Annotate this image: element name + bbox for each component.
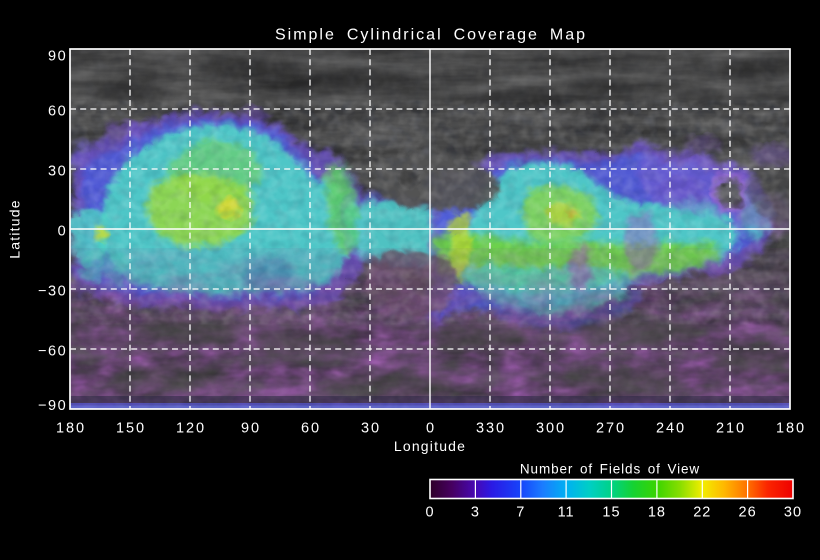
svg-text:7: 7 [516, 505, 525, 521]
svg-text:180: 180 [56, 421, 86, 437]
svg-text:30: 30 [784, 505, 802, 521]
svg-text:90: 90 [48, 49, 67, 65]
svg-text:0: 0 [426, 421, 436, 437]
svg-text:330: 330 [476, 421, 506, 437]
svg-text:22: 22 [693, 505, 711, 521]
svg-text:210: 210 [716, 421, 746, 437]
svg-text:270: 270 [596, 421, 626, 437]
svg-text:30: 30 [48, 163, 67, 179]
svg-text:150: 150 [116, 421, 146, 437]
svg-text:0: 0 [425, 505, 434, 521]
svg-text:Longitude: Longitude [394, 438, 466, 454]
svg-text:18: 18 [648, 505, 666, 521]
svg-text:240: 240 [656, 421, 686, 437]
svg-text:0: 0 [58, 223, 68, 239]
svg-text:Latitude: Latitude [7, 199, 23, 258]
svg-text:3: 3 [471, 505, 480, 521]
svg-text:60: 60 [301, 421, 321, 437]
svg-text:30: 30 [361, 421, 381, 437]
svg-text:11: 11 [558, 505, 575, 521]
svg-text:Number of Fields of View: Number of Fields of View [520, 462, 700, 477]
svg-text:300: 300 [536, 421, 566, 437]
svg-text:26: 26 [739, 505, 757, 521]
svg-text:−90: −90 [38, 398, 67, 414]
svg-text:−60: −60 [38, 343, 67, 359]
svg-text:15: 15 [602, 505, 620, 521]
svg-text:120: 120 [176, 421, 206, 437]
svg-text:90: 90 [241, 421, 261, 437]
svg-text:−30: −30 [38, 283, 67, 299]
svg-text:60: 60 [48, 103, 67, 119]
svg-text:180: 180 [776, 421, 806, 437]
svg-text:Simple Cylindrical Coverage Ma: Simple Cylindrical Coverage Map [275, 27, 587, 44]
